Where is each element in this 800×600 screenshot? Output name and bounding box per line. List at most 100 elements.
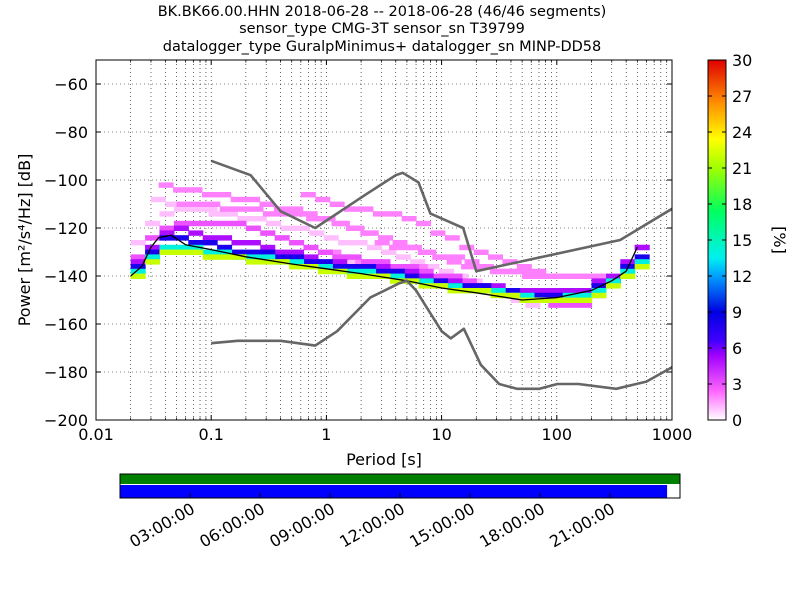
histogram-cell [334, 220, 350, 227]
histogram-cell [502, 259, 518, 265]
histogram-cell [605, 283, 621, 289]
histogram-cell [576, 273, 592, 279]
x-tick-label: 0.01 [78, 425, 114, 444]
histogram-cell [381, 249, 397, 255]
coverage-tick-label: 09:00:00 [266, 499, 338, 551]
histogram-cell [145, 220, 161, 227]
colorbar-tick-label: 12 [732, 267, 752, 286]
histogram-cell [234, 206, 250, 212]
histogram-cell [245, 254, 261, 260]
histogram-cell [548, 288, 564, 294]
histogram-cell [634, 259, 650, 265]
y-tick-label: −60 [54, 75, 88, 94]
histogram-cell [329, 201, 345, 207]
histogram-cell [591, 292, 607, 299]
histogram-cell [173, 235, 189, 241]
histogram-cell [294, 225, 310, 231]
histogram-cell [375, 273, 391, 279]
histogram-cell [317, 268, 333, 275]
histogram-cell [406, 244, 422, 251]
histogram-cell [591, 288, 607, 294]
histogram-cell [289, 264, 305, 270]
colorbar-tick-label: 15 [732, 231, 752, 250]
coverage-data-bar [120, 474, 680, 484]
histogram-cell [634, 244, 650, 251]
coverage-tick-label: 06:00:00 [196, 499, 268, 551]
y-tick-label: −80 [54, 123, 88, 142]
histogram-cell [251, 216, 267, 222]
histogram-cell [459, 244, 475, 251]
chart-title-line1: BK.BK66.00.HHN 2018-06-28 -- 2018-06-28 … [158, 4, 607, 20]
histogram-cell [620, 268, 636, 275]
histogram-cell [562, 302, 578, 308]
y-tick-label: −180 [44, 363, 88, 382]
colorbar-tick-label: 27 [732, 87, 752, 106]
histogram-cell [363, 230, 379, 236]
histogram-cell [401, 216, 417, 222]
x-tick-label: 0.1 [198, 425, 223, 444]
coverage-tick-label: 15:00:00 [406, 499, 478, 551]
histogram-cell [562, 288, 578, 294]
histogram-cell [418, 283, 434, 289]
histogram-cell [464, 259, 480, 265]
histogram-cell [450, 254, 466, 260]
histogram-cell [323, 235, 339, 241]
x-axis: 0.01 0.1 1 10 100 1000 [78, 60, 692, 444]
histogram-cell [505, 288, 521, 294]
histogram-cell [274, 235, 290, 241]
histogram-cell [591, 278, 607, 284]
histogram-cell [352, 240, 368, 246]
histogram-cell [332, 268, 348, 275]
histogram-cell [317, 264, 333, 270]
histogram-cell [317, 249, 333, 255]
histogram-cell [303, 244, 319, 251]
histogram-cell [536, 273, 552, 279]
histogram-cell [447, 273, 463, 279]
histogram-cell [361, 268, 377, 275]
histogram-cell [346, 259, 362, 265]
histogram-cell [217, 220, 233, 227]
histogram-cell [416, 220, 432, 227]
histogram-cell [145, 259, 161, 265]
histogram-cell [490, 288, 506, 294]
histogram-cell [291, 211, 307, 217]
histogram-cell [375, 268, 391, 275]
y-tick-label: −160 [44, 315, 88, 334]
y-tick-label: −100 [44, 171, 88, 190]
y-axis: −200 −180 −160 −140 −120 −100 −80 −60 [44, 75, 672, 430]
histogram-cell [346, 268, 362, 275]
histogram-cell [201, 192, 217, 198]
histogram-cell [159, 230, 175, 236]
histogram-cell [346, 273, 362, 279]
y-tick-label: −200 [44, 411, 88, 430]
histogram-cell [332, 264, 348, 270]
y-axis-label: Power [m²/s⁴/Hz] [dB] [15, 154, 34, 327]
histogram-cell [302, 211, 318, 217]
histogram-cell [447, 278, 463, 284]
histogram-cell [260, 249, 276, 255]
histogram-cell [188, 244, 204, 251]
histogram-cell [245, 196, 261, 203]
histogram-cell [372, 211, 388, 217]
histogram-cell [404, 268, 420, 275]
histogram-cell [620, 259, 636, 265]
x-tick-label: 10 [431, 425, 451, 444]
histogram-cell [476, 283, 492, 289]
colorbar-tick-label: 24 [732, 123, 752, 142]
x-axis-label: Period [s] [346, 450, 422, 469]
histogram-cell [562, 292, 578, 299]
histogram-cell [404, 278, 420, 284]
colorbar-tick-label: 6 [732, 339, 742, 358]
histogram-cell [173, 244, 189, 251]
histogram-cell [159, 211, 175, 217]
histogram-cell [159, 235, 175, 241]
histogram-cell [577, 288, 593, 294]
histogram-cell [516, 264, 532, 270]
histogram-cell [259, 201, 275, 207]
histogram-cell [130, 268, 146, 275]
histogram-cell [404, 273, 420, 279]
histogram-cell [374, 240, 390, 246]
histogram-cell [562, 297, 578, 303]
histogram-cell [260, 230, 276, 236]
histogram-cell [505, 292, 521, 299]
